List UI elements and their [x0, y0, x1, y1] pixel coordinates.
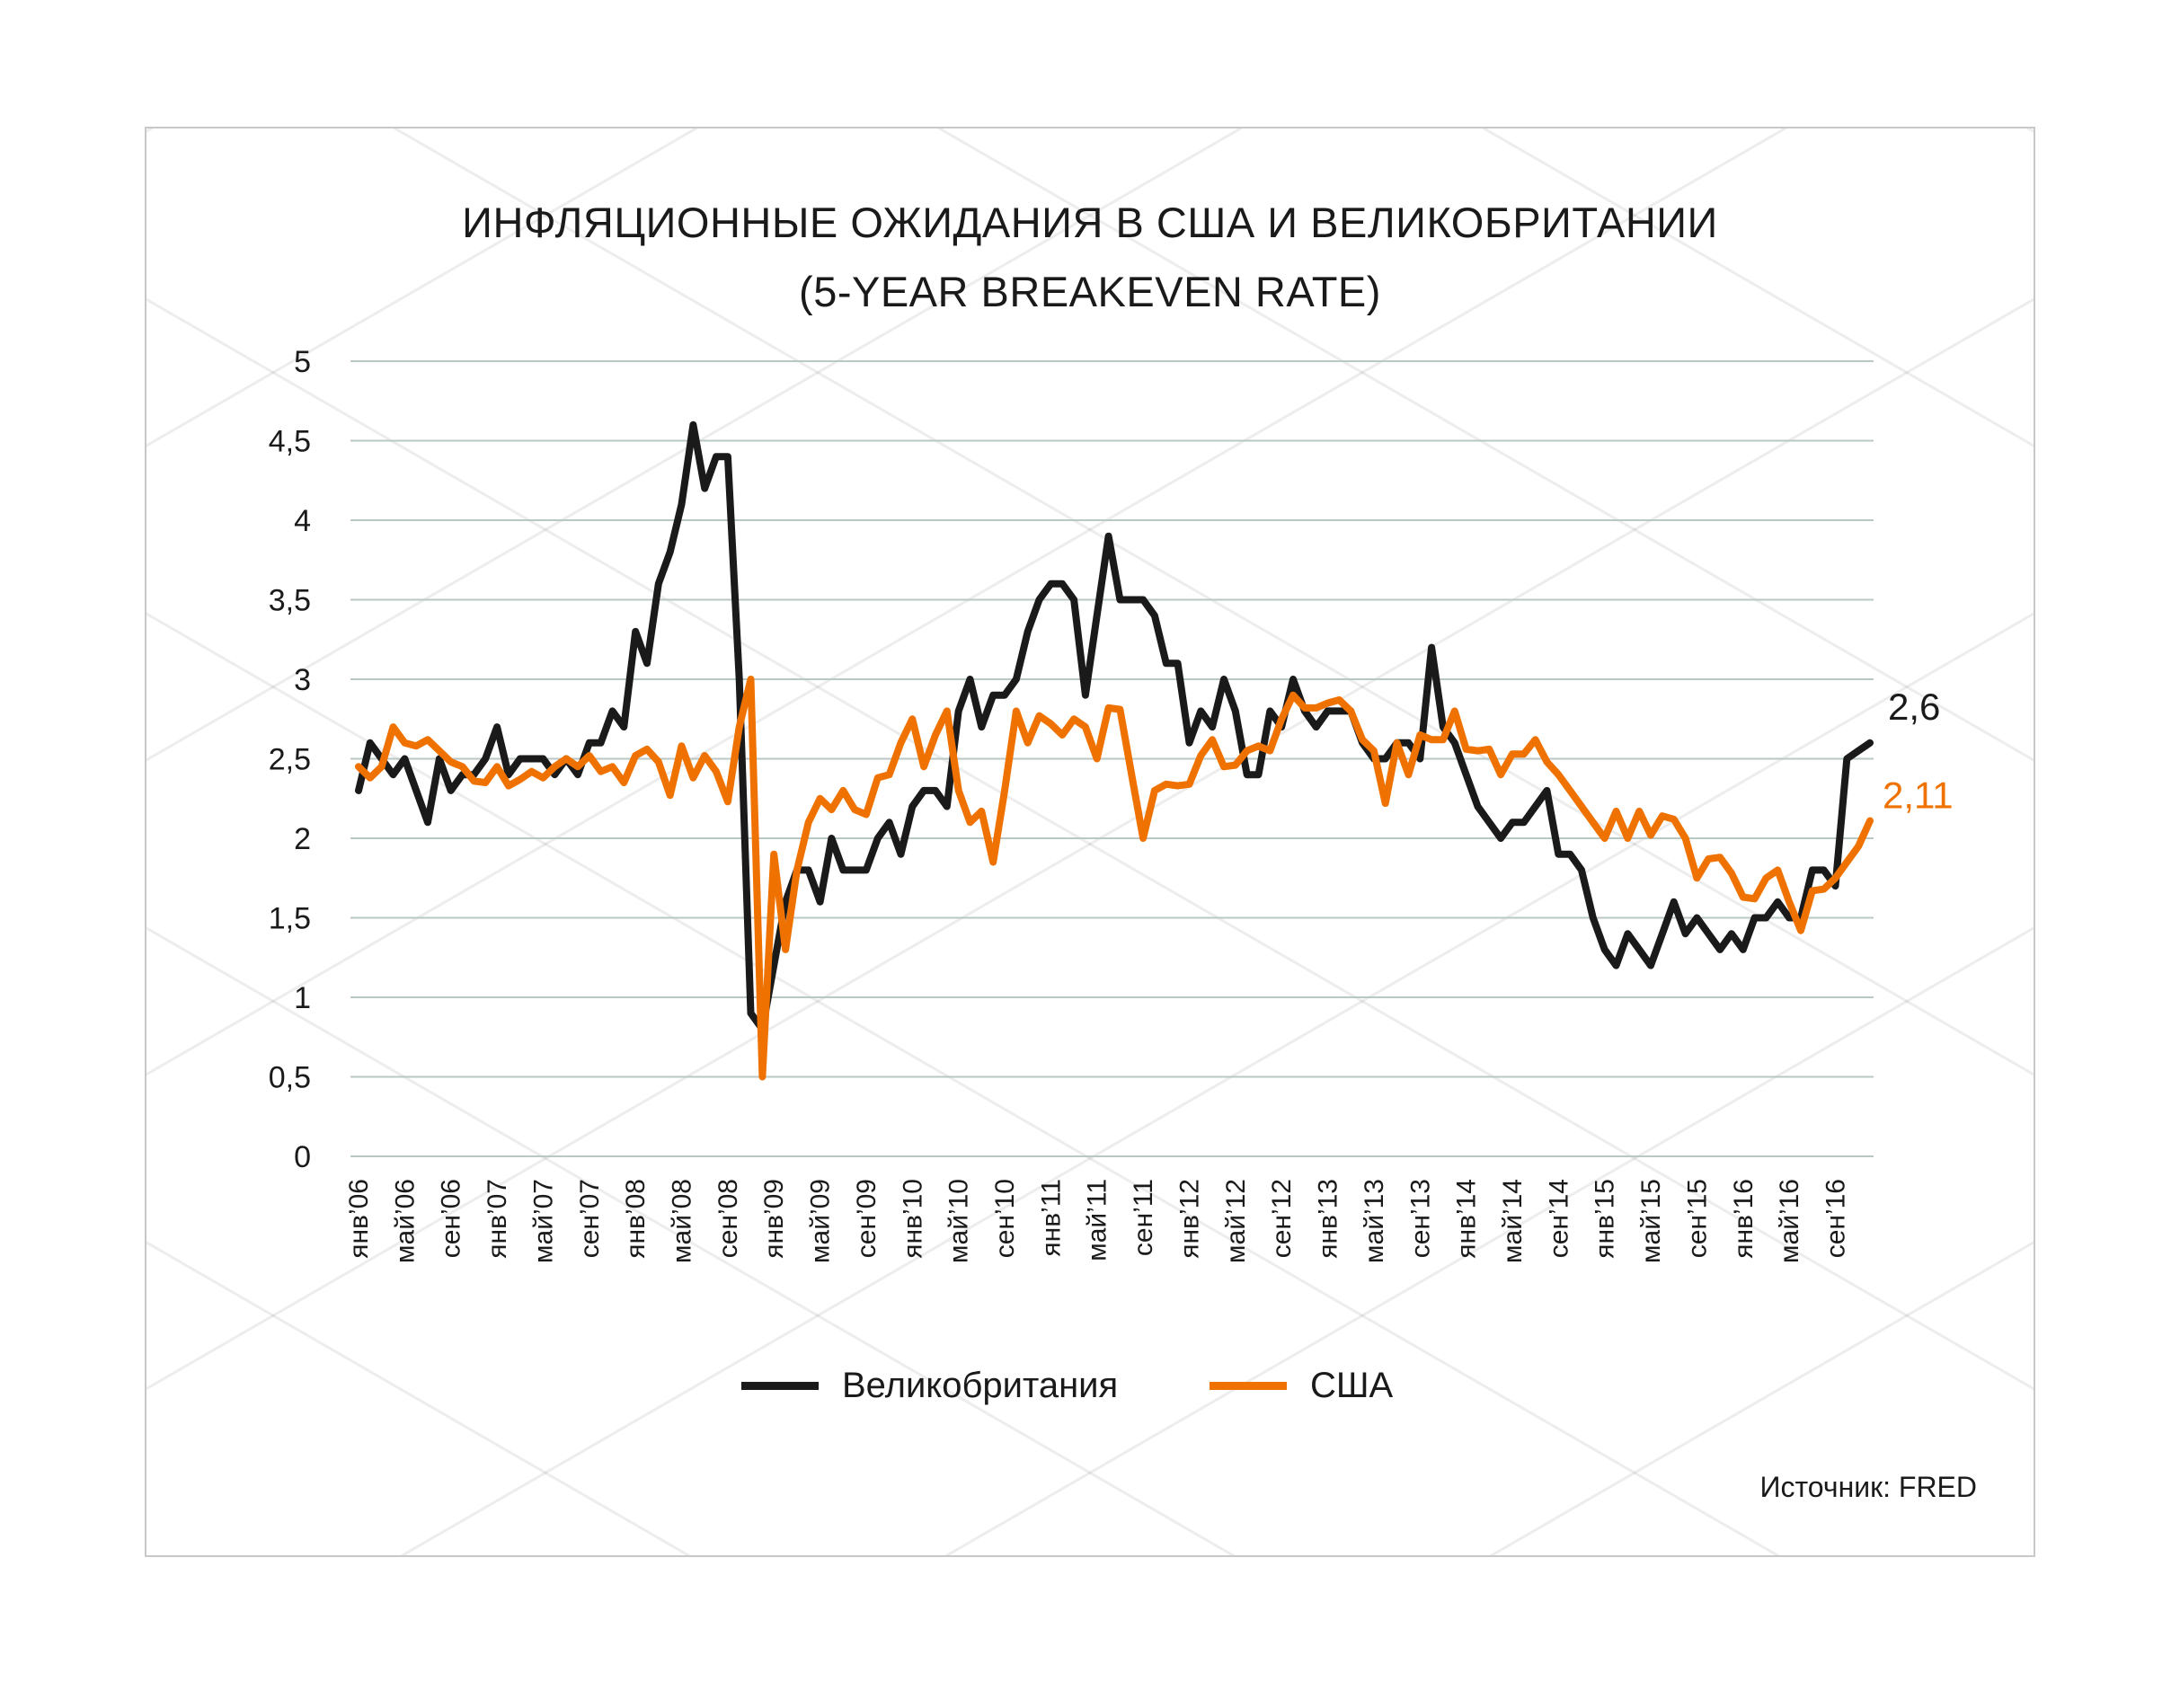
x-tick-label: сен’12: [1267, 1179, 1297, 1258]
x-tick-label: янв’06: [344, 1179, 374, 1259]
x-tick-label: янв’16: [1729, 1179, 1759, 1259]
x-tick-label: сен’16: [1821, 1179, 1850, 1258]
x-tick-label: янв’14: [1452, 1179, 1482, 1259]
series-line-us: [355, 676, 1874, 1081]
y-tick-label: 3,5: [269, 584, 311, 618]
x-tick-label: май’12: [1221, 1179, 1251, 1263]
x-tick-label: май’13: [1360, 1179, 1389, 1263]
y-tick-label: 2: [294, 822, 311, 856]
legend-item-us: США: [1210, 1366, 1393, 1406]
x-tick-label: янв’12: [1174, 1179, 1204, 1259]
x-tick-label: янв’13: [1314, 1179, 1343, 1259]
x-tick-label: май’09: [806, 1179, 836, 1263]
x-tick-label: янв’15: [1591, 1179, 1620, 1259]
x-tick-label: май’16: [1775, 1179, 1804, 1263]
y-tick-label: 1: [294, 981, 311, 1015]
x-tick-label: янв’09: [759, 1179, 789, 1259]
x-tick-label: сен’09: [852, 1179, 882, 1258]
y-tick-label: 2,5: [269, 743, 311, 777]
legend-label-uk: Великобритания: [842, 1366, 1119, 1405]
x-tick-label: сен’11: [1129, 1179, 1158, 1256]
legend-item-uk: Великобритания: [741, 1366, 1118, 1406]
legend-swatch-uk: [741, 1382, 819, 1390]
x-tick-label: сен’06: [437, 1179, 466, 1258]
x-tick-label: май’11: [1083, 1179, 1112, 1261]
y-tick-label: 0,5: [269, 1061, 311, 1095]
x-tick-label: май’15: [1636, 1179, 1666, 1263]
x-tick-label: янв’07: [483, 1179, 512, 1259]
source-note: Источник: FRED: [1759, 1471, 1978, 1503]
legend-label-us: США: [1310, 1366, 1394, 1405]
x-tick-label: май’10: [944, 1179, 974, 1263]
y-tick-label: 5: [294, 345, 311, 379]
chart-frame: [145, 127, 2035, 1557]
x-tick-label: май’07: [528, 1179, 558, 1263]
x-tick-label: сен’15: [1682, 1179, 1712, 1258]
x-tick-label: сен’08: [713, 1179, 743, 1258]
y-tick-label: 1,5: [269, 902, 311, 936]
end-value-label-uk: 2,6: [1888, 686, 1940, 728]
x-tick-label: сен’13: [1405, 1179, 1435, 1258]
x-tick-label: янв’08: [621, 1179, 651, 1259]
x-tick-label: сен’07: [575, 1179, 605, 1258]
x-tick-label: май’06: [390, 1179, 420, 1263]
chart-title: ИНФЛЯЦИОННЫЕ ОЖИДАНИЯ В США И ВЕЛИКОБРИТ…: [462, 199, 1718, 246]
series-line-uk: [355, 420, 1874, 1033]
y-tick-label: 4,5: [269, 425, 311, 459]
x-tick-label: янв’10: [898, 1179, 927, 1259]
x-tick-label: май’14: [1498, 1179, 1528, 1263]
x-tick-label: янв’11: [1036, 1179, 1066, 1257]
x-tick-label: май’08: [668, 1179, 697, 1263]
end-value-label-us: 2,11: [1883, 774, 1954, 817]
x-tick-label: сен’14: [1544, 1179, 1573, 1258]
legend-swatch-us: [1210, 1382, 1287, 1390]
y-tick-label: 4: [294, 504, 311, 538]
x-tick-label: сен’10: [990, 1179, 1020, 1258]
chart-subtitle: (5-YEAR BREAKEVEN RATE): [799, 268, 1381, 315]
y-tick-label: 0: [294, 1140, 311, 1174]
y-tick-label: 3: [294, 663, 311, 697]
